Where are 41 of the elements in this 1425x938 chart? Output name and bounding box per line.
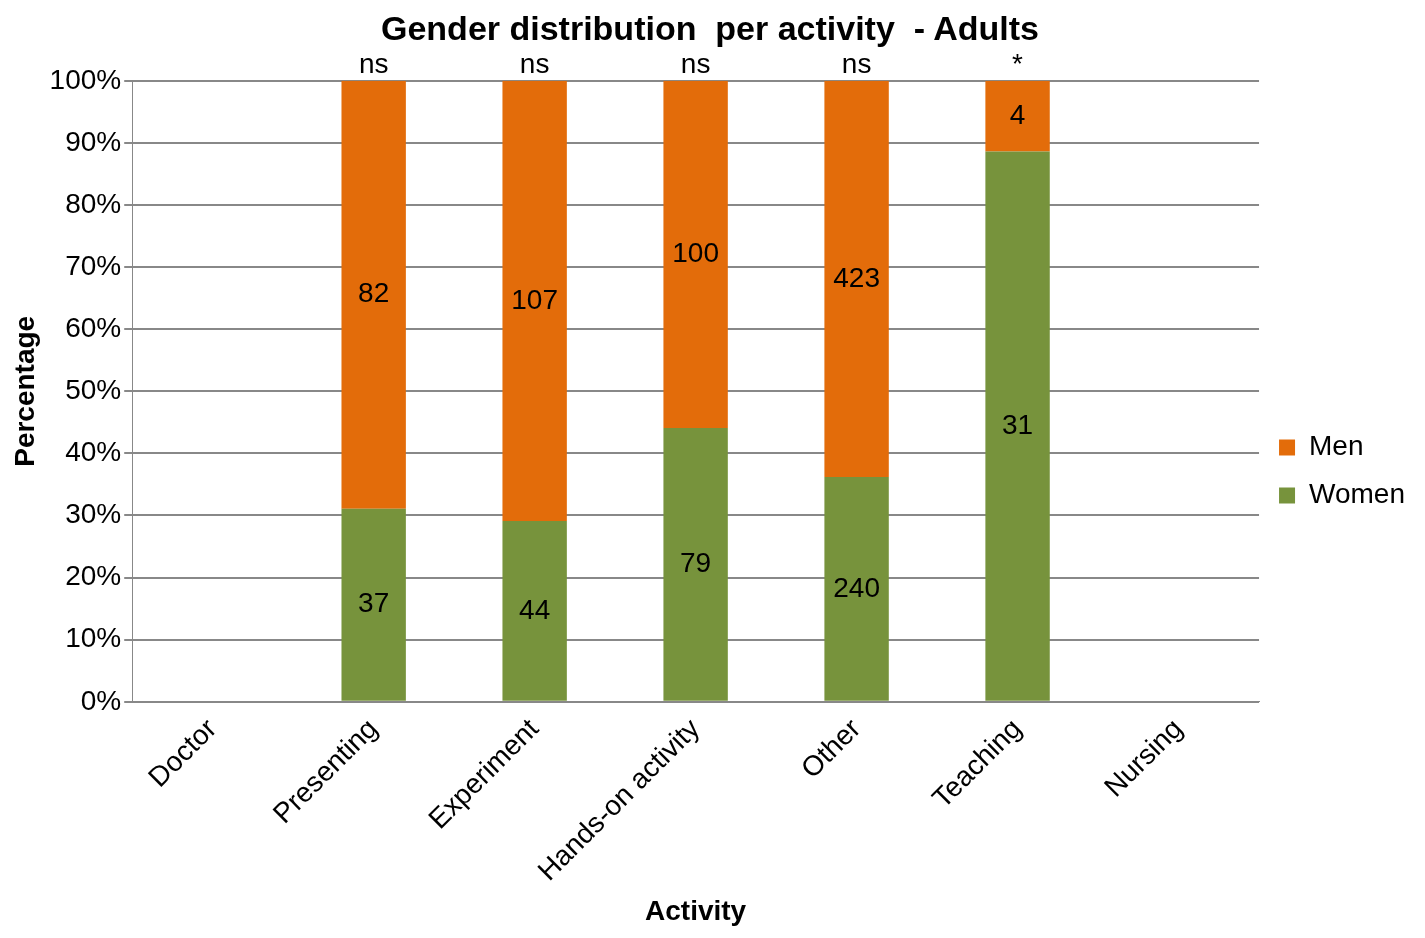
bar: [341, 80, 406, 509]
y-tick-label: 30%: [65, 498, 122, 530]
y-tick-label: 100%: [49, 63, 122, 95]
bar: [663, 427, 728, 701]
annotation: 44: [519, 593, 551, 625]
annotation: 31: [1002, 408, 1034, 440]
bar: [502, 521, 567, 701]
annotation: 79: [680, 547, 712, 579]
chart-title: Gender distribution per activity - Adults: [380, 8, 1040, 47]
y-tick-label: 20%: [65, 560, 122, 592]
y-tick-label: 70%: [65, 249, 122, 281]
legend-label: Women: [1309, 478, 1406, 510]
y-tick-label: 40%: [65, 436, 122, 468]
bar: [985, 151, 1050, 701]
annotation: ns: [519, 47, 550, 79]
y-tick-label: 90%: [65, 125, 122, 157]
bar: [341, 508, 406, 701]
y-tick-label: 50%: [65, 374, 122, 406]
bar: [502, 80, 567, 522]
bar: [824, 476, 889, 701]
annotation: ns: [680, 47, 711, 79]
annotation: 4: [1009, 98, 1026, 130]
y-tick-label: 80%: [65, 187, 122, 219]
bar: [985, 80, 1050, 152]
annotation: 107: [511, 283, 559, 315]
x-axis-title: Activity: [645, 894, 747, 926]
annotation: 37: [358, 587, 390, 619]
bar: [824, 80, 889, 477]
annotation: 82: [358, 277, 390, 309]
annotation: 423: [833, 261, 880, 293]
y-axis-title: Percentage: [8, 315, 40, 467]
y-tick-label: 10%: [65, 622, 122, 654]
annotation: ns: [841, 47, 872, 79]
y-tick-label: 60%: [65, 311, 122, 343]
legend-label: Men: [1309, 430, 1364, 462]
y-tick-label: 0%: [80, 684, 122, 716]
annotation: *: [1012, 47, 1024, 79]
annotation: ns: [358, 47, 389, 79]
annotation: 240: [833, 571, 880, 603]
annotation: 100: [672, 237, 719, 269]
bar: [663, 80, 728, 428]
